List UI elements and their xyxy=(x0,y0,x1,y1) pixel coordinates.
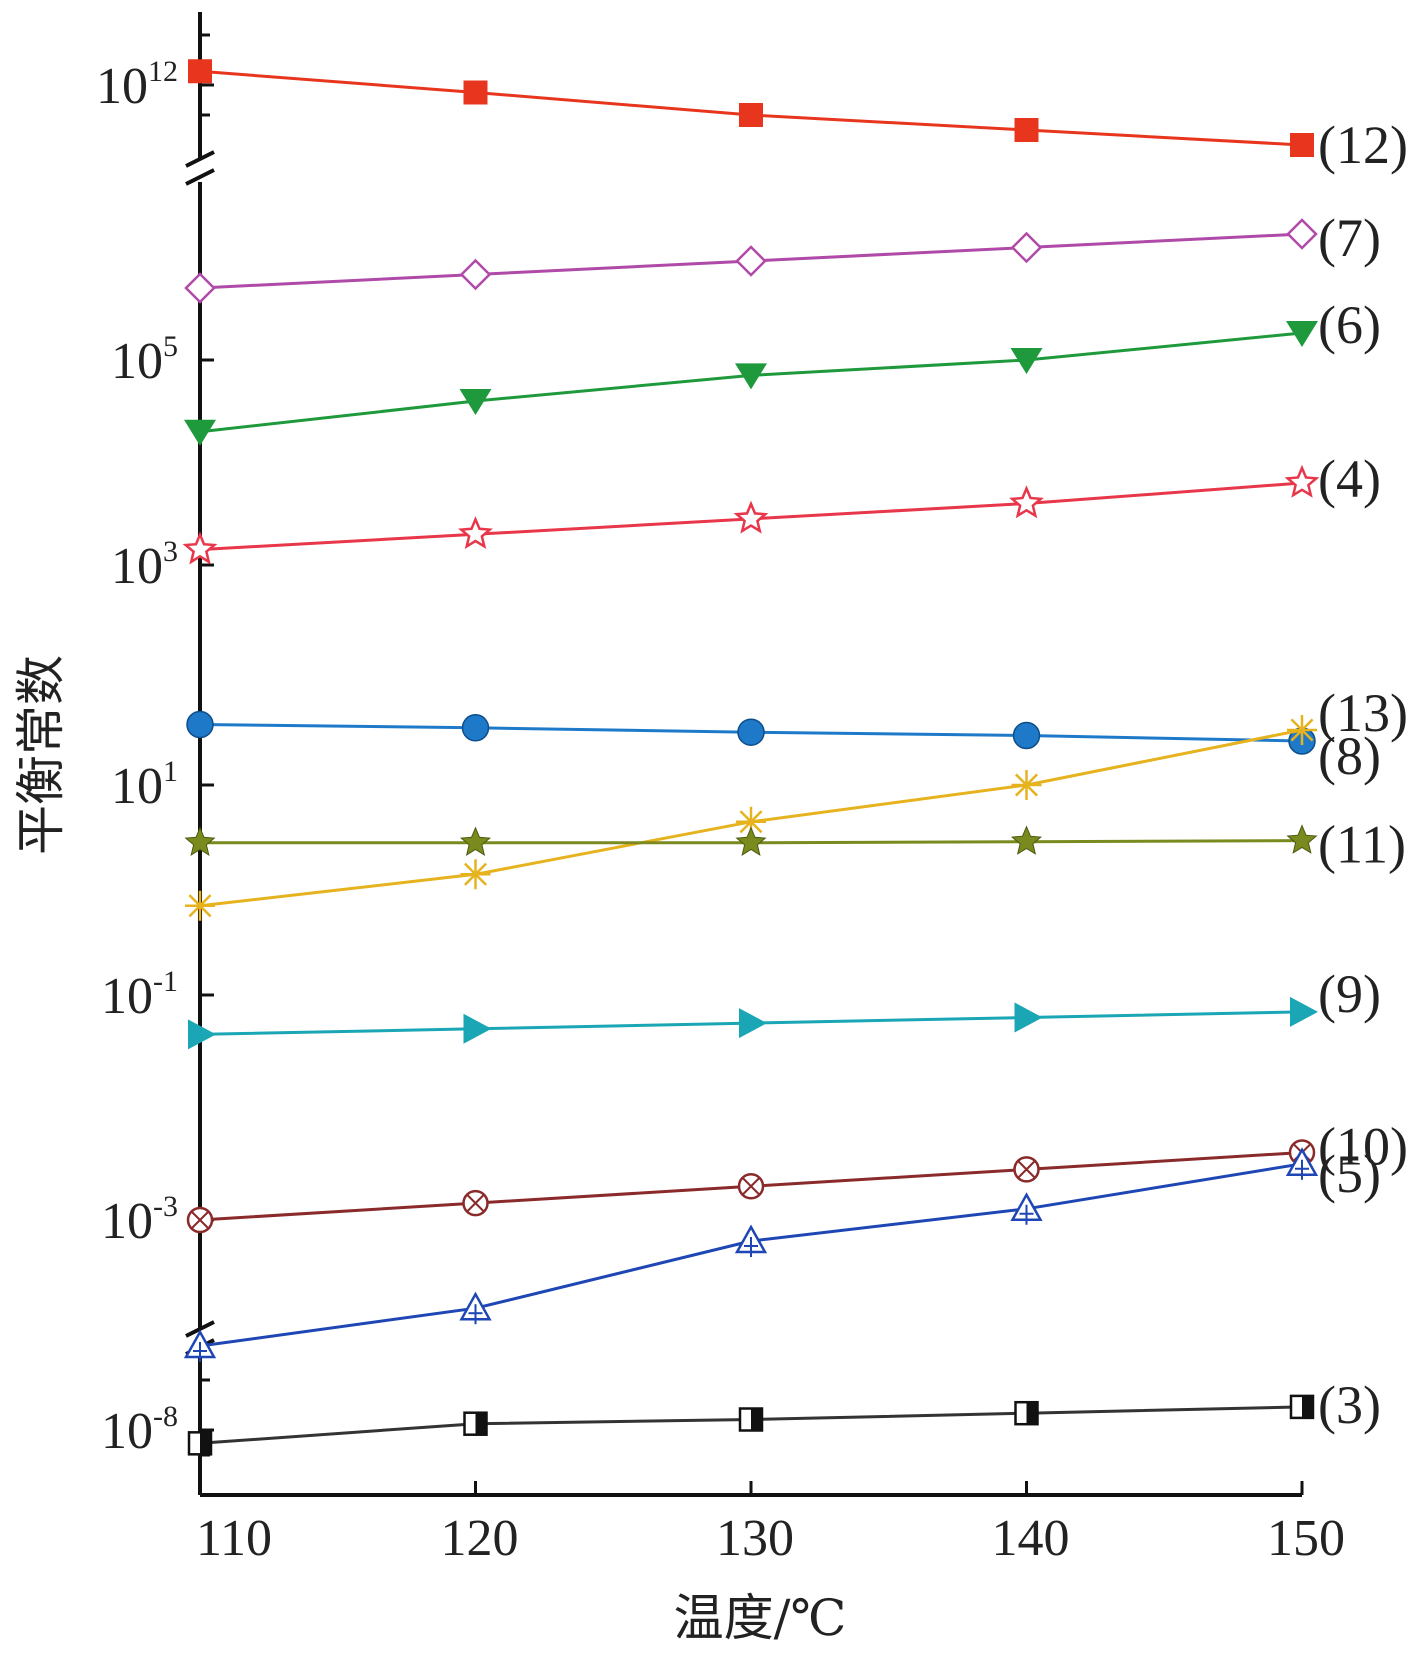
data-point xyxy=(1286,321,1318,347)
data-point xyxy=(734,1224,768,1257)
data-point xyxy=(184,272,216,304)
series-label: (13) xyxy=(1318,683,1408,743)
data-point xyxy=(187,1431,213,1456)
data-point xyxy=(1010,1192,1043,1225)
series-6 xyxy=(184,321,1318,446)
series-11 xyxy=(184,824,1318,856)
x-axis-title: 温度/℃ xyxy=(674,1589,847,1647)
series-label: (4) xyxy=(1318,449,1381,509)
data-point xyxy=(182,531,218,565)
x-tick-label: 130 xyxy=(716,1510,794,1567)
y-tick-label: 10-1 xyxy=(101,965,178,1025)
series-10 xyxy=(186,1139,1316,1234)
axis-break-mark xyxy=(185,150,215,186)
series-label: (11) xyxy=(1318,815,1406,875)
series-5 xyxy=(183,1147,1319,1362)
series-8 xyxy=(185,715,1317,921)
labels-layer: (12) (7) (6) (4) (13)(8) (11) (9) (10)(5) (3) xyxy=(1318,115,1408,1435)
data-point xyxy=(1012,721,1041,750)
x-tick-label: 150 xyxy=(1267,1510,1345,1567)
data-point xyxy=(459,826,492,856)
data-point xyxy=(183,1329,217,1362)
data-point xyxy=(463,1013,492,1044)
data-point xyxy=(1014,1400,1039,1426)
series-9 xyxy=(188,996,1318,1050)
data-point xyxy=(1010,231,1043,264)
y-tick-label: 105 xyxy=(111,330,178,390)
y-tick-label: 10-8 xyxy=(101,1400,178,1460)
data-point xyxy=(186,710,214,739)
data-point xyxy=(459,1291,492,1325)
data-point xyxy=(737,718,765,746)
y-tick-label: 101 xyxy=(111,755,178,815)
y-tick-label: 103 xyxy=(111,535,178,595)
series-label: (7) xyxy=(1318,208,1381,268)
data-point xyxy=(458,516,493,550)
data-point xyxy=(460,859,491,890)
series-label: (12) xyxy=(1318,115,1408,175)
data-point xyxy=(1014,118,1039,142)
data-point xyxy=(463,80,488,105)
data-point xyxy=(459,258,492,291)
data-point xyxy=(185,890,215,921)
data-point xyxy=(462,1189,489,1217)
data-point xyxy=(1010,348,1043,374)
axes: 1012 105 103 101 10-1 10-3 10-8 110 120 130 140 150 xyxy=(96,12,1345,1567)
data-point xyxy=(1287,715,1317,745)
data-point xyxy=(1290,996,1318,1027)
data-point xyxy=(735,363,767,390)
x-tick-label: 120 xyxy=(441,1510,519,1567)
data-point xyxy=(1290,133,1314,157)
series-13 xyxy=(186,710,1316,755)
data-point xyxy=(188,1019,216,1050)
data-point xyxy=(739,103,763,127)
data-point xyxy=(459,389,492,415)
data-point xyxy=(1289,1394,1315,1420)
data-point xyxy=(739,1008,767,1039)
data-point xyxy=(1014,1002,1043,1033)
series-label: (8) xyxy=(1318,726,1381,786)
series-label: (6) xyxy=(1318,295,1381,355)
data-point xyxy=(1013,1156,1040,1183)
y-tick-label: 1012 xyxy=(96,55,178,115)
data-point xyxy=(1011,770,1042,800)
series-label: (9) xyxy=(1318,964,1381,1024)
data-point xyxy=(735,826,767,856)
data-point xyxy=(184,826,216,856)
data-point xyxy=(461,714,490,742)
y-axis-title: 平衡常数 xyxy=(12,655,70,855)
data-point xyxy=(735,245,767,277)
data-point xyxy=(1286,824,1318,854)
series-3 xyxy=(187,1394,1315,1456)
data-point xyxy=(463,1411,488,1436)
series-4 xyxy=(182,464,1320,565)
data-point xyxy=(1285,1147,1319,1180)
y-tick-label: 10-3 xyxy=(101,1190,178,1250)
series-7 xyxy=(184,218,1318,304)
series-12 xyxy=(188,59,1314,157)
data-point xyxy=(1284,464,1320,498)
data-point xyxy=(184,419,216,446)
series-label: (10) xyxy=(1318,1117,1408,1177)
x-tick-label: 140 xyxy=(992,1510,1070,1567)
series-label: (3) xyxy=(1318,1375,1381,1435)
data-point xyxy=(737,1173,765,1200)
series-label: (5) xyxy=(1318,1144,1381,1204)
data-point xyxy=(1286,218,1318,250)
data-point xyxy=(1009,485,1044,519)
x-tick-label: 110 xyxy=(196,1510,272,1567)
data-point xyxy=(188,59,212,84)
data-point xyxy=(1010,825,1043,855)
data-point xyxy=(186,1206,214,1234)
data-point xyxy=(738,1407,764,1432)
series-layer xyxy=(182,59,1320,1456)
data-point xyxy=(733,500,769,534)
